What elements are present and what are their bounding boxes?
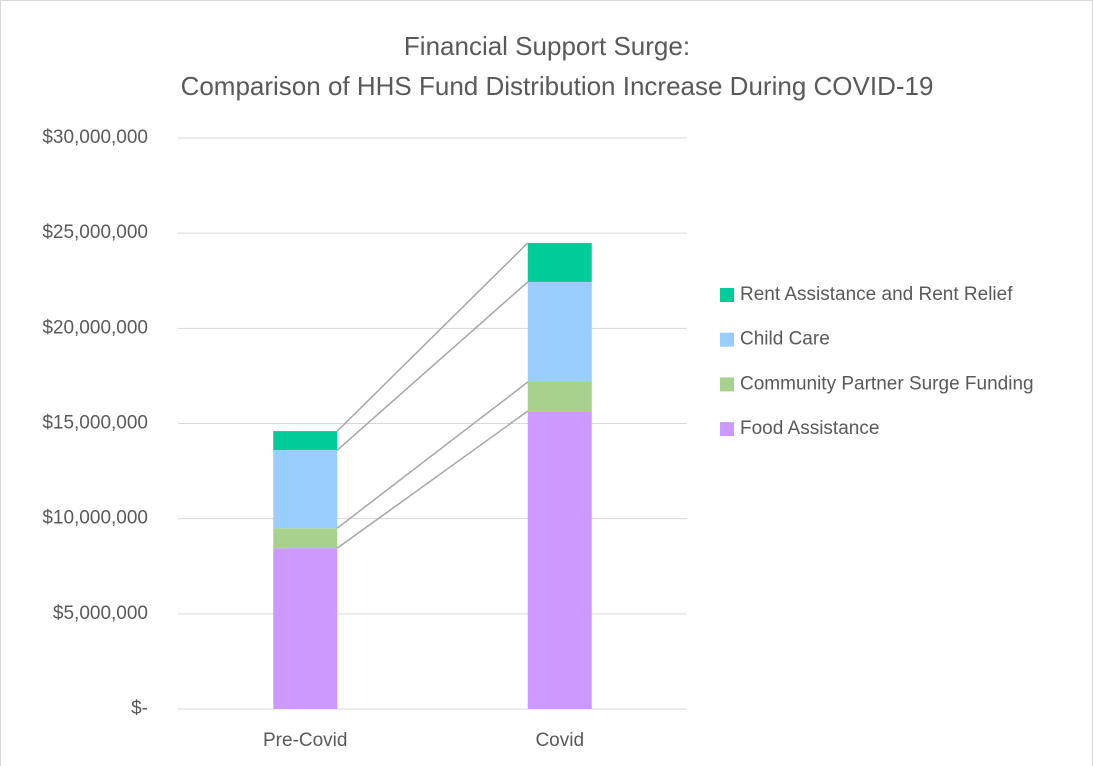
bar-segment (527, 382, 592, 412)
y-tick-label: $15,000,000 (42, 413, 148, 434)
series-line (336, 381, 529, 529)
y-tick-label: $- (131, 698, 148, 719)
legend-label: Community Partner Surge Funding (740, 373, 1034, 394)
bar-segment (273, 431, 338, 451)
chart-title: Financial Support Surge: (404, 31, 690, 61)
series-line (336, 410, 529, 549)
y-tick-label: $20,000,000 (42, 317, 148, 338)
chart-subtitle: Comparison of HHS Fund Distribution Incr… (181, 71, 934, 101)
bar-segment (527, 411, 592, 709)
legend-swatch (720, 288, 734, 302)
y-tick-label: $10,000,000 (42, 508, 148, 529)
x-tick-label: Covid (535, 730, 584, 751)
y-tick-label: $25,000,000 (42, 222, 148, 243)
legend-label: Food Assistance (740, 418, 879, 439)
y-tick-label: $5,000,000 (53, 603, 148, 624)
legend-label: Rent Assistance and Rent Relief (740, 284, 1013, 305)
bar-segment (273, 528, 338, 549)
y-tick-label: $30,000,000 (42, 127, 148, 148)
bar-segment (273, 548, 338, 709)
bar-segment (527, 242, 592, 282)
series-line (336, 242, 529, 432)
bar-segment (527, 281, 592, 383)
x-tick-label: Pre-Covid (263, 730, 347, 751)
bar-segment (273, 450, 338, 529)
series-line (336, 281, 529, 451)
legend-label: Child Care (740, 329, 830, 350)
legend-swatch (720, 332, 734, 347)
legend-swatch (720, 422, 734, 437)
legend-swatch (720, 377, 734, 392)
